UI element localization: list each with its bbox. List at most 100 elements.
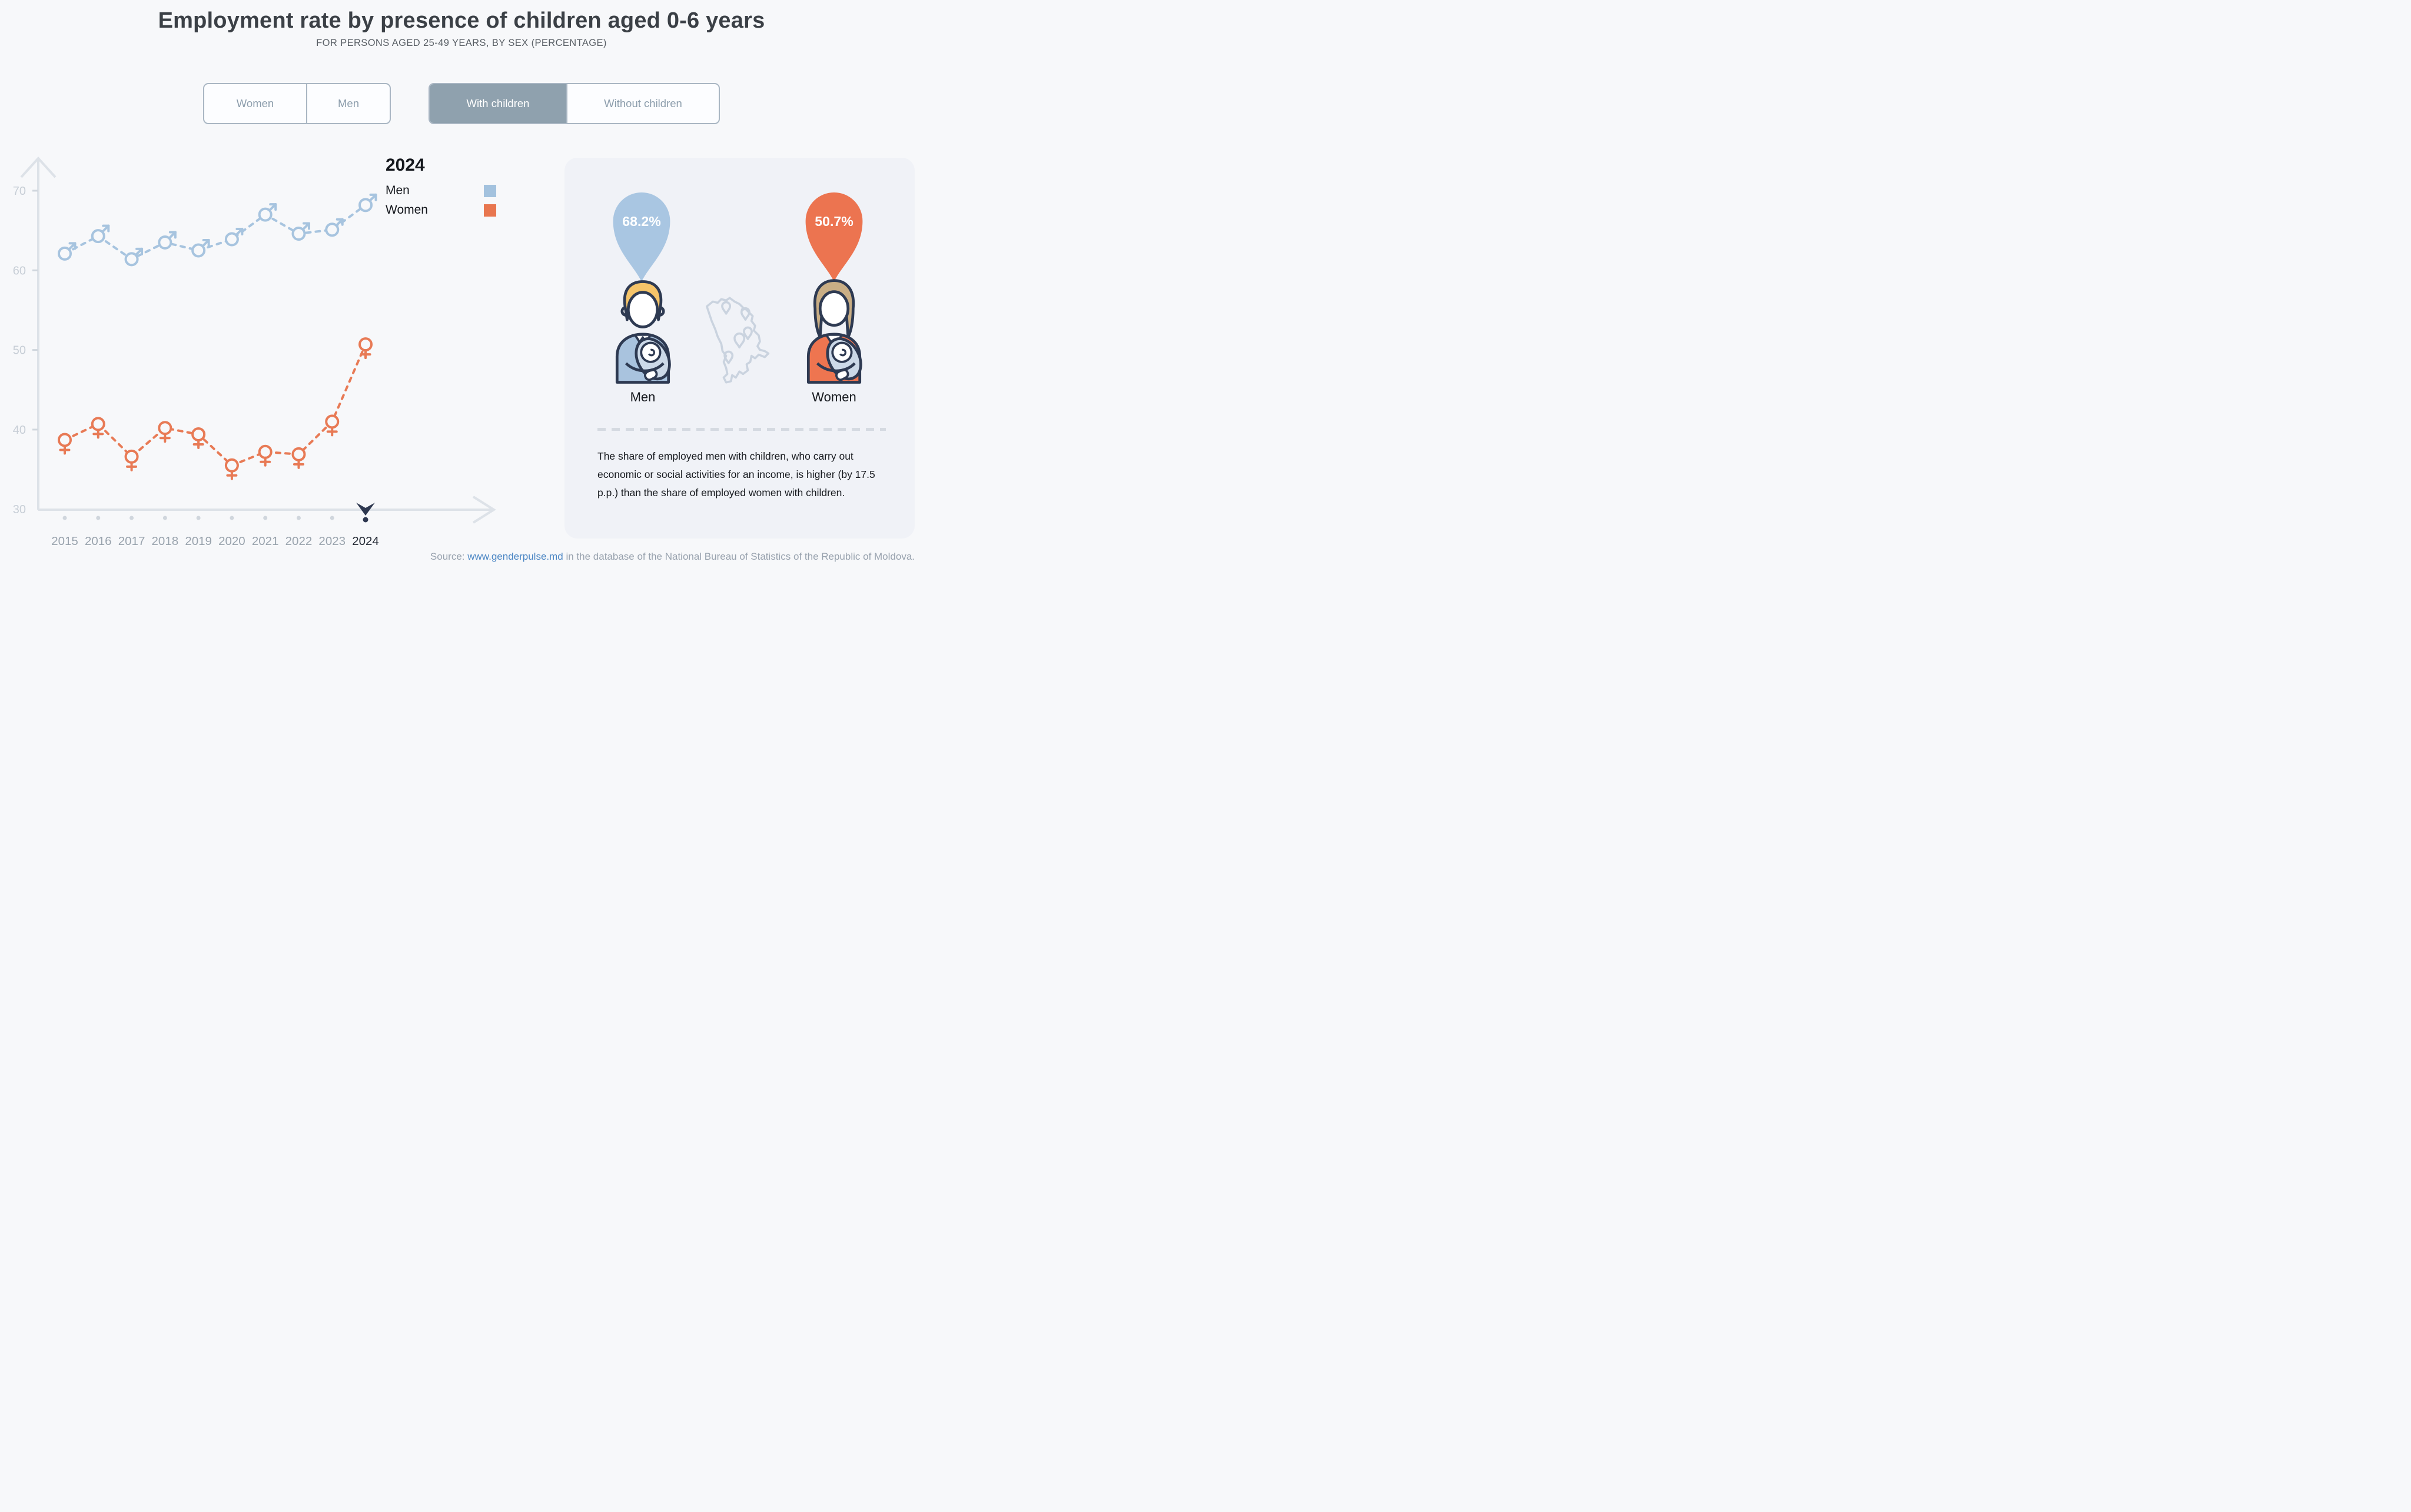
genderpulse-dashboard: Employment rate by presence of children … (0, 0, 923, 579)
data-point-men-2018 (158, 231, 177, 250)
year-dot-2023[interactable] (330, 516, 334, 520)
women-value-balloon: 50.7% (805, 192, 863, 282)
data-point-women-2016 (91, 417, 105, 439)
data-point-men-2016 (91, 224, 110, 244)
marker-circle (124, 252, 139, 267)
year-label-2019[interactable]: 2019 (185, 534, 212, 548)
year-dot-2020[interactable] (230, 516, 234, 520)
data-point-men-2015 (58, 242, 77, 261)
year-label-2018[interactable]: 2018 (152, 534, 179, 548)
year-label-2016[interactable]: 2016 (85, 534, 112, 548)
year-dot-2015[interactable] (62, 516, 67, 520)
year-dot-2024[interactable] (363, 517, 368, 523)
source-prefix: Source: (430, 551, 468, 562)
year-dot-2021[interactable] (263, 516, 268, 520)
page-title: Employment rate by presence of children … (158, 8, 765, 33)
data-point-men-2023 (325, 218, 344, 237)
marker-circle (191, 427, 206, 442)
toggle-option-women[interactable]: Women (236, 97, 274, 109)
women-value: 50.7% (815, 214, 853, 229)
legend-label-men: Men (386, 184, 410, 197)
source-link[interactable]: www.genderpulse.md (467, 551, 563, 562)
marker-circle (258, 444, 273, 459)
data-point-women-2023 (325, 414, 340, 437)
year-label-2017[interactable]: 2017 (118, 534, 145, 548)
marker-circle (258, 207, 273, 222)
year-dot-2022[interactable] (296, 516, 301, 520)
children-toggle: With children Without children (429, 83, 720, 124)
dashed-divider (597, 428, 886, 431)
y-tick-label: 30 (13, 503, 26, 516)
legend-row-women: Women (386, 203, 496, 217)
marker-circle (58, 433, 72, 447)
year-dot-2017[interactable] (129, 516, 134, 520)
year-label-2020[interactable]: 2020 (218, 534, 245, 548)
toggle-option-without-children[interactable]: Without children (566, 84, 719, 123)
source-suffix: in the database of the National Bureau o… (563, 551, 915, 562)
year-dot-2016[interactable] (96, 516, 101, 520)
woman-with-child-icon (806, 279, 862, 384)
marker-circle (91, 229, 105, 244)
source-line: Source: www.genderpulse.md in the databa… (0, 551, 915, 563)
data-point-women-2020 (224, 458, 239, 480)
year-dot-2018[interactable] (162, 516, 167, 520)
data-point-women-2017 (124, 449, 139, 471)
moldova-map-icon (706, 297, 770, 384)
summary-panel: 68.2% 50.7% (564, 158, 915, 539)
data-point-women-2024 (358, 337, 373, 360)
year-label-2021[interactable]: 2021 (252, 534, 279, 548)
data-point-men-2024 (358, 193, 377, 212)
y-tick-label: 40 (13, 424, 26, 437)
data-point-women-2018 (158, 421, 172, 443)
man-with-child-icon (615, 280, 671, 384)
marker-circle (291, 447, 306, 461)
year-label-2024[interactable]: 2024 (352, 534, 379, 548)
panel-men-label: Men (630, 390, 656, 404)
panel-women-label: Women (812, 390, 856, 404)
year-label-2022[interactable]: 2022 (285, 534, 313, 548)
y-tick-label: 70 (13, 185, 26, 198)
men-value-balloon: 68.2% (613, 192, 670, 282)
sex-toggle: Women Men (203, 83, 391, 124)
marker-circle (358, 198, 373, 212)
series-line-men (64, 204, 367, 261)
y-axis-arrow (20, 157, 57, 178)
marker-circle (58, 246, 72, 261)
toggle-option-men[interactable]: Men (306, 84, 390, 123)
marker-circle (158, 235, 172, 250)
marker-circle (358, 337, 373, 352)
year-dot-2019[interactable] (196, 516, 201, 520)
data-point-men-2017 (124, 247, 144, 267)
marker-circle (325, 222, 340, 237)
men-value: 68.2% (622, 214, 660, 229)
data-point-men-2021 (258, 203, 277, 222)
y-tick-label: 60 (13, 264, 26, 277)
data-point-men-2020 (224, 228, 244, 247)
data-point-women-2015 (58, 433, 72, 455)
y-tick-label: 50 (13, 344, 26, 357)
x-axis-arrow (472, 496, 496, 524)
legend-label-women: Women (386, 203, 428, 217)
employment-line-chart: 30 40 50 60 70 2015 2016 2017 2018 2019 2020 2021 20… (0, 147, 530, 571)
toggle-option-with-children[interactable]: With children (430, 84, 566, 123)
legend-swatch-men (484, 184, 496, 197)
year-label-2023[interactable]: 2023 (318, 534, 346, 548)
legend-year-title: 2024 (386, 155, 425, 175)
marker-circle (291, 227, 306, 241)
page-subtitle: FOR PERSONS AGED 25-49 YEARS, BY SEX (PE… (316, 38, 607, 48)
data-point-women-2022 (291, 447, 306, 469)
marker-circle (224, 458, 239, 473)
insight-text: The share of employed men with children,… (597, 450, 875, 499)
marker-circle (325, 414, 340, 429)
legend-swatch-women (484, 204, 496, 217)
year-label-2015[interactable]: 2015 (51, 534, 78, 548)
data-point-women-2021 (258, 444, 273, 467)
year-slider-handle[interactable] (356, 503, 376, 516)
marker-circle (191, 243, 206, 258)
marker-circle (158, 421, 172, 436)
marker-circle (124, 449, 139, 464)
data-point-women-2019 (191, 427, 206, 450)
data-point-men-2022 (291, 222, 310, 241)
chart-legend: 2024 Men Women (386, 155, 496, 222)
chart-canvas: 30 40 50 60 70 2015 2016 2017 2018 2019 2020 2021 20… (13, 157, 496, 548)
